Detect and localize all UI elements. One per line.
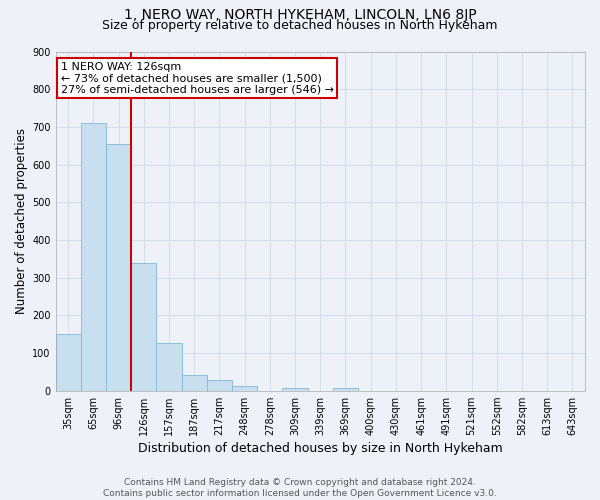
Bar <box>333 388 358 390</box>
Bar <box>182 375 207 390</box>
Bar <box>81 123 106 390</box>
X-axis label: Distribution of detached houses by size in North Hykeham: Distribution of detached houses by size … <box>138 442 503 455</box>
Y-axis label: Number of detached properties: Number of detached properties <box>15 128 28 314</box>
Bar <box>131 262 157 390</box>
Bar <box>56 334 81 390</box>
Text: 1, NERO WAY, NORTH HYKEHAM, LINCOLN, LN6 8JP: 1, NERO WAY, NORTH HYKEHAM, LINCOLN, LN6… <box>124 8 476 22</box>
Bar <box>106 144 131 390</box>
Bar <box>207 380 232 390</box>
Text: 1 NERO WAY: 126sqm
← 73% of detached houses are smaller (1,500)
27% of semi-deta: 1 NERO WAY: 126sqm ← 73% of detached hou… <box>61 62 334 95</box>
Bar <box>283 388 308 390</box>
Text: Size of property relative to detached houses in North Hykeham: Size of property relative to detached ho… <box>102 18 498 32</box>
Bar <box>232 386 257 390</box>
Bar <box>157 343 182 390</box>
Text: Contains HM Land Registry data © Crown copyright and database right 2024.
Contai: Contains HM Land Registry data © Crown c… <box>103 478 497 498</box>
